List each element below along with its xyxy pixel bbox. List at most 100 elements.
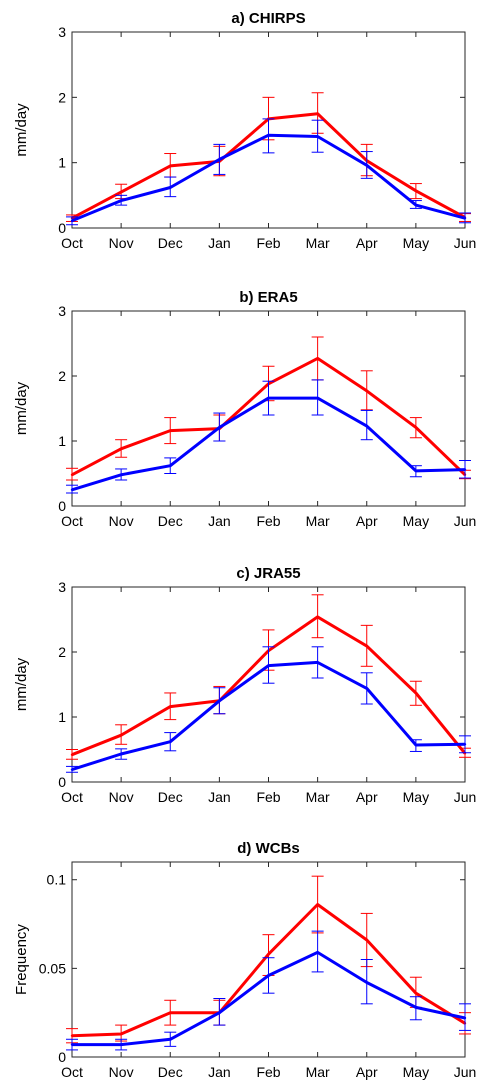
x-tick-label: May [403, 1064, 429, 1080]
data-point [316, 112, 319, 115]
data-point [414, 691, 418, 695]
series-blue [66, 930, 471, 1051]
data-point [218, 158, 221, 161]
data-point [414, 203, 418, 207]
y-tick-label: 0 [58, 498, 66, 514]
x-tick-label: Jan [208, 235, 231, 251]
x-tick-label: Oct [61, 235, 83, 251]
data-point [463, 217, 467, 220]
panel-title: a) CHIRPS [231, 10, 305, 27]
x-tick-label: Jan [208, 1064, 231, 1080]
x-tick-label: Nov [109, 1064, 134, 1080]
data-point [70, 488, 74, 491]
x-tick-label: Apr [356, 789, 378, 805]
x-tick-label: May [403, 789, 429, 805]
data-point [119, 1032, 123, 1036]
data-point [119, 199, 123, 202]
data-point [70, 1043, 74, 1046]
data-point [218, 1011, 221, 1014]
x-tick-label: Mar [306, 1064, 330, 1080]
data-point [365, 644, 368, 648]
data-point [119, 752, 123, 756]
data-point [316, 661, 319, 664]
data-point [119, 734, 123, 737]
data-point [316, 615, 319, 619]
chart-panel-3: c) JRA55 mm/day 0 1 2 3 Oct Nov Dec Jan Feb Mar Apr M… [13, 565, 476, 805]
data-point [267, 396, 270, 400]
y-tick-label: 1 [58, 433, 66, 449]
data-point [463, 743, 467, 746]
data-point [267, 134, 270, 137]
data-point [414, 991, 418, 995]
y-tick-label: 3 [58, 579, 66, 595]
data-point [365, 687, 368, 690]
x-tick-label: Feb [256, 789, 280, 805]
series-blue [66, 379, 471, 494]
data-point [267, 974, 270, 977]
x-tick-label: Nov [109, 513, 134, 529]
y-tick-label: 0.1 [47, 872, 67, 888]
data-point [316, 396, 319, 400]
y-axis-label: mm/day [13, 103, 30, 157]
data-point [316, 903, 319, 906]
axes-box [71, 310, 466, 507]
x-tick-label: Dec [158, 513, 183, 529]
data-point [119, 473, 123, 476]
y-tick-label: 1 [58, 709, 66, 725]
data-point [316, 357, 319, 360]
data-point [70, 753, 74, 756]
x-tick-label: Jun [454, 235, 477, 251]
y-tick-label: 0.05 [39, 960, 66, 976]
data-point [316, 135, 319, 138]
y-tick-label: 0 [58, 774, 66, 790]
x-tick-label: Dec [158, 235, 183, 251]
x-tick-label: May [403, 235, 429, 251]
data-point [119, 447, 123, 450]
x-tick-label: Nov [109, 235, 134, 251]
x-tick-label: Apr [356, 513, 378, 529]
x-tick-label: Nov [109, 789, 134, 805]
data-point [365, 938, 368, 942]
data-point [365, 981, 368, 984]
x-tick-label: Apr [356, 1064, 378, 1080]
y-tick-label: 3 [58, 24, 66, 40]
x-tick-label: Feb [256, 1064, 280, 1080]
data-point [218, 426, 221, 429]
x-tick-label: Oct [61, 789, 83, 805]
y-axis-label: mm/day [13, 657, 30, 711]
x-tick-label: Mar [306, 235, 330, 251]
chart-panel-2: b) ERA5 mm/day 0 1 2 3 Oct Nov Dec Jan Feb Mar Apr Ma… [13, 289, 476, 529]
data-point [169, 186, 172, 189]
data-point [169, 1011, 172, 1014]
x-tick-label: Apr [356, 235, 378, 251]
x-tick-label: Feb [256, 513, 280, 529]
data-point [414, 426, 418, 429]
chart-panel-4: d) WCBs Frequency 0 0.05 0.1 Oct Nov Dec Jan Feb M… [13, 840, 476, 1080]
y-tick-label: 2 [58, 89, 66, 105]
panel-title: c) JRA55 [236, 565, 300, 582]
x-tick-label: Jun [454, 1064, 477, 1080]
data-point [414, 189, 418, 192]
data-point [70, 219, 74, 223]
x-tick-label: Jan [208, 513, 231, 529]
x-tick-label: Dec [158, 1064, 183, 1080]
data-point [169, 464, 172, 467]
data-point [119, 1043, 123, 1046]
data-point [414, 469, 418, 473]
data-point [169, 705, 172, 708]
panel-title: b) ERA5 [239, 289, 297, 306]
x-tick-label: Dec [158, 789, 183, 805]
chart-panel-1: a) CHIRPS mm/day 0 1 2 3 Oct Nov Dec Jan Feb Mar Apr… [13, 10, 476, 251]
y-tick-label: 0 [58, 1049, 66, 1065]
data-point [267, 664, 270, 667]
data-point [119, 190, 123, 194]
x-tick-label: Jun [454, 789, 477, 805]
x-tick-label: Oct [61, 1064, 83, 1080]
data-point [169, 429, 172, 432]
x-tick-label: Jan [208, 789, 231, 805]
data-point [218, 699, 221, 702]
y-axis-label: Frequency [13, 924, 30, 995]
y-tick-label: 3 [58, 303, 66, 319]
data-point [70, 768, 74, 771]
x-tick-label: Mar [306, 789, 330, 805]
